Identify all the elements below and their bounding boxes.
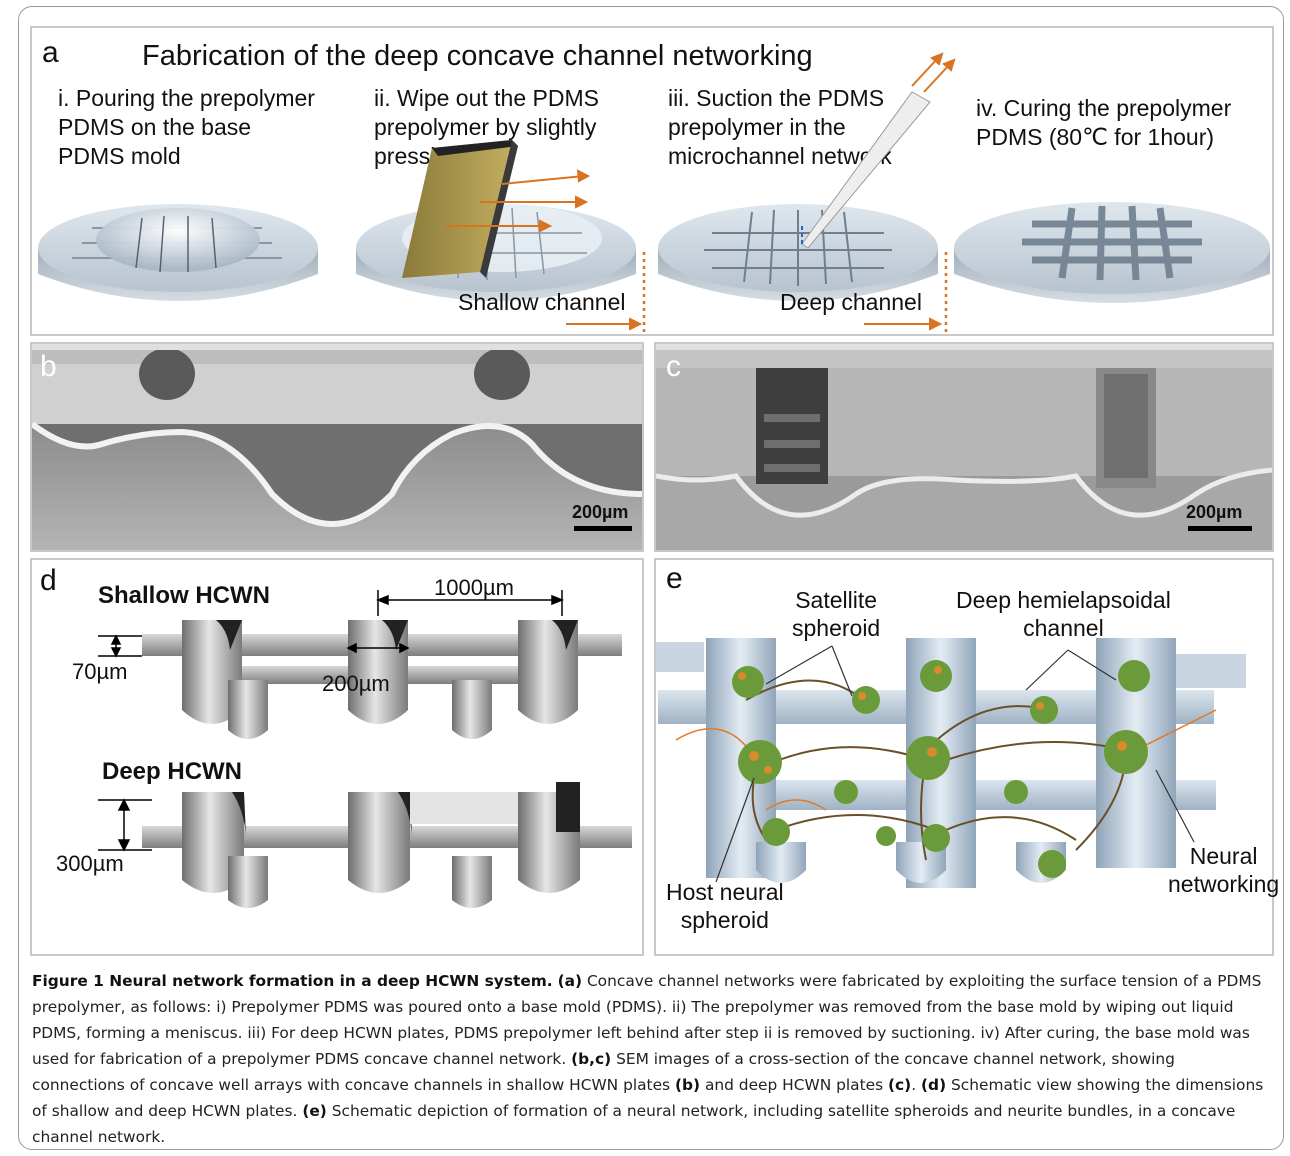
spheroids <box>732 660 1150 878</box>
deep-hcwn-title: Deep HCWN <box>102 758 243 785</box>
panel-b: b 200µm <box>30 342 644 552</box>
satellite-spheroid-label: Satellite spheroid <box>792 587 881 641</box>
sem-image-shallow <box>32 344 642 550</box>
caption-text-e: Schematic depiction of formation of a ne… <box>32 1102 1236 1146</box>
panel-e: e Satellite spheroid Deep hemielapsoidal… <box>654 558 1279 956</box>
caption-text-b: and deep HCWN plates <box>700 1076 889 1094</box>
fabrication-diagram <box>38 52 1270 332</box>
panel-c-label: c <box>666 350 681 383</box>
caption-ref-e: (e) <box>302 1102 327 1120</box>
step-i-label: i. Pouring the prepolymer PDMS on the ba… <box>58 85 315 169</box>
disc-step-i <box>38 204 318 301</box>
panel-a-title: Fabrication of the deep concave channel … <box>142 40 813 72</box>
disc-step-iv <box>954 202 1270 303</box>
deep-channel-label: Deep channel <box>780 289 922 315</box>
sem-image-deep <box>656 344 1272 550</box>
step-ii-label: ii. Wipe out the PDMS prepolymer by slig… <box>374 85 599 169</box>
panel-d-label: d <box>40 564 57 597</box>
dim-width-label: 200µm <box>322 671 390 696</box>
caption-ref-bc: (b,c) <box>571 1050 612 1068</box>
caption-ref-d: (d) <box>921 1076 947 1094</box>
host-spheroid-label: Host neural spheroid <box>666 879 784 933</box>
dim-deep-depth-label: 300µm <box>56 851 124 876</box>
caption-ref-b: (b) <box>674 1076 701 1094</box>
figure-frame <box>18 6 1284 1150</box>
figure-caption: Figure 1 Neural network formation in a d… <box>32 968 1272 1150</box>
neural-network-schematic <box>656 638 1246 888</box>
dim-shallow-depth-label: 70µm <box>72 659 128 684</box>
leader-lines <box>715 645 1195 883</box>
neural-networking-label: Neural networking <box>1168 843 1280 897</box>
shallow-hcwn-title: Shallow HCWN <box>98 582 270 609</box>
panel-a: a Fabrication of the deep concave channe… <box>30 26 1274 336</box>
panel-c: c 200µm <box>654 342 1274 552</box>
panel-a-label: a <box>42 36 59 69</box>
panel-b-label: b <box>40 350 57 383</box>
scale-bar-b <box>574 526 632 531</box>
dimension-lines <box>98 590 565 852</box>
disc-step-iii <box>658 91 938 301</box>
shallow-hcwn-model <box>142 620 622 739</box>
caption-ref-c: (c) <box>888 1076 912 1094</box>
caption-ref-a: (a) <box>557 972 583 990</box>
shallow-channel-label: Shallow channel <box>458 289 626 315</box>
panel-d: d Shallow HCWN Deep HCWN 1000µm 70µm 200… <box>30 558 644 956</box>
step-iii-label: iii. Suction the PDMS prepolymer in the … <box>668 85 892 169</box>
dim-pitch-label: 1000µm <box>434 575 514 600</box>
caption-text-a: Concave channel networks were fabricated… <box>32 972 1262 1068</box>
wipe-arrows <box>446 52 956 331</box>
caption-text-d: Schematic view showing the dimensions of… <box>32 1076 1264 1120</box>
hcwn-dimension-diagram <box>98 590 632 908</box>
scale-bar-c <box>1188 526 1252 531</box>
scale-label-b: 200µm <box>572 502 629 522</box>
deep-channel-label-e: Deep hemielapsoidal channel <box>956 587 1171 641</box>
step-iv-label: iv. Curing the prepolymer PDMS (80℃ for … <box>976 95 1232 150</box>
caption-text-bc: SEM images of a cross-section of the con… <box>32 1050 1175 1094</box>
panel-e-label: e <box>666 562 683 595</box>
deep-hcwn-model <box>142 782 632 908</box>
caption-text-c: . <box>911 1076 922 1094</box>
disc-step-ii <box>356 140 636 301</box>
scale-label-c: 200µm <box>1186 502 1243 522</box>
caption-title: Figure 1 Neural network formation in a d… <box>32 972 553 990</box>
